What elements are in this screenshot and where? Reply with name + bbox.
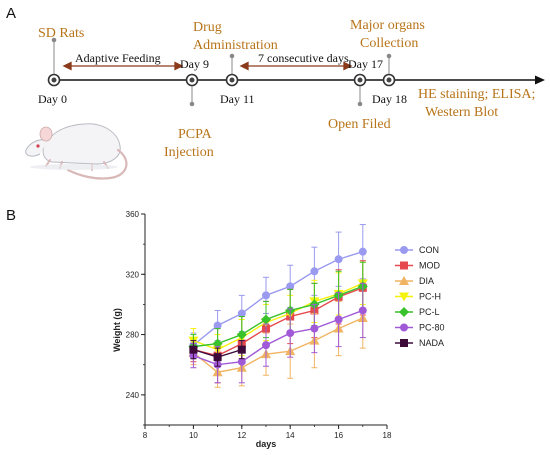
data-point [334, 255, 343, 264]
weight-chart: 240 280 320 360 8 10 12 14 16 18 CON MOD DIA PC-H PC-… [112, 210, 445, 449]
legend-label: PC-80 [419, 323, 445, 333]
drug-label-line1: Drug [193, 20, 222, 35]
data-point [236, 329, 247, 340]
data-point [213, 321, 222, 330]
legend-item-pc-l: PC-L [395, 307, 440, 317]
panel-a-letter: A [6, 5, 16, 22]
pcpa-label-line2: Injection [164, 145, 214, 160]
data-point [189, 345, 198, 354]
series-line [193, 285, 364, 348]
legend-item-nada: NADA [395, 338, 444, 348]
x-tick-label: 8 [143, 431, 148, 440]
legend-marker [399, 307, 409, 317]
day-0-label: Day 0 [38, 92, 67, 106]
day-18-label: Day 18 [372, 92, 407, 106]
legend-item-pc-h: PC-H [395, 292, 441, 302]
consecutive-days-label: 7 consecutive days [258, 51, 349, 65]
day-17-label: Day 17 [348, 57, 383, 71]
x-axis-label: days [256, 439, 277, 449]
legend-item-mod: MOD [395, 261, 440, 271]
timeline [54, 75, 545, 85]
y-tick-label: 360 [126, 210, 140, 219]
legend-label: PC-L [419, 307, 440, 317]
legend-marker [400, 339, 408, 347]
series-line [192, 317, 364, 373]
series-line [193, 309, 364, 366]
series-pc-l [188, 261, 368, 360]
legend-item-dia: DIA [395, 276, 434, 286]
data-point [286, 329, 295, 338]
organs-label-line2: Collection [360, 36, 418, 51]
data-point [358, 247, 367, 256]
data-point [310, 324, 319, 333]
series-nada [189, 340, 246, 367]
x-tick-label: 12 [237, 431, 246, 440]
open-field-label: Open Filed [328, 117, 391, 132]
data-point [262, 341, 270, 350]
assays-label-line2: Western Blot [425, 105, 498, 120]
legend-item-con: CON [395, 245, 439, 255]
legend-label: MOD [419, 261, 440, 271]
pcpa-label-line1: PCPA [178, 127, 213, 142]
legend-label: NADA [419, 338, 444, 348]
organs-label-line1: Major organs [350, 18, 425, 33]
data-point [212, 338, 223, 349]
panel-b-letter: B [6, 207, 16, 224]
series-line [192, 251, 364, 346]
y-axis-label: Weight (g) [112, 308, 122, 352]
chart-axes: 240 280 320 360 8 10 12 14 16 18 [126, 210, 392, 440]
sd-rats-label: SD Rats [38, 26, 84, 41]
day-9-label: Day 9 [180, 57, 209, 71]
x-tick-label: 14 [286, 431, 295, 440]
consecutive-days-span [239, 61, 353, 71]
legend-label: CON [419, 245, 439, 255]
chart-legend: CON MOD DIA PC-H PC-L PC-80 NADA [395, 245, 445, 348]
legend-marker [400, 246, 408, 254]
series-line [193, 287, 364, 357]
data-point [334, 315, 343, 324]
data-point [286, 282, 295, 291]
data-point [213, 353, 222, 362]
timeline-markers [47, 73, 396, 87]
data-point [237, 357, 246, 366]
legend-item-pc-80: PC-80 [395, 323, 445, 333]
legend-marker [399, 292, 409, 302]
series-dia [188, 287, 368, 388]
series-pc-h [188, 261, 368, 366]
legend-marker [400, 323, 408, 332]
x-tick-label: 18 [383, 431, 392, 440]
series-pc-80 [189, 282, 367, 384]
legend-marker [400, 261, 408, 270]
legend-marker [399, 276, 409, 285]
data-point [262, 291, 270, 300]
adaptive-feeding-label: Adaptive Feeding [75, 51, 161, 65]
y-tick-label: 320 [126, 270, 140, 279]
data-point [261, 314, 271, 325]
x-tick-label: 16 [334, 431, 343, 440]
data-point [237, 345, 246, 354]
legend-label: DIA [419, 276, 434, 286]
x-tick-label: 10 [189, 431, 198, 440]
rat-icon [25, 123, 128, 180]
chart-series [188, 224, 368, 388]
assays-label-line1: HE staining; ELISA; [418, 87, 535, 102]
adaptive-feeding-span [62, 61, 184, 71]
data-point [358, 306, 367, 315]
data-point [237, 309, 246, 318]
timeline-pins [51, 37, 392, 107]
y-tick-label: 240 [126, 391, 140, 400]
y-tick-label: 280 [126, 331, 140, 340]
legend-label: PC-H [419, 292, 441, 302]
day-11-label: Day 11 [220, 92, 255, 106]
drug-label-line2: Administration [193, 38, 278, 53]
data-point [310, 267, 319, 276]
